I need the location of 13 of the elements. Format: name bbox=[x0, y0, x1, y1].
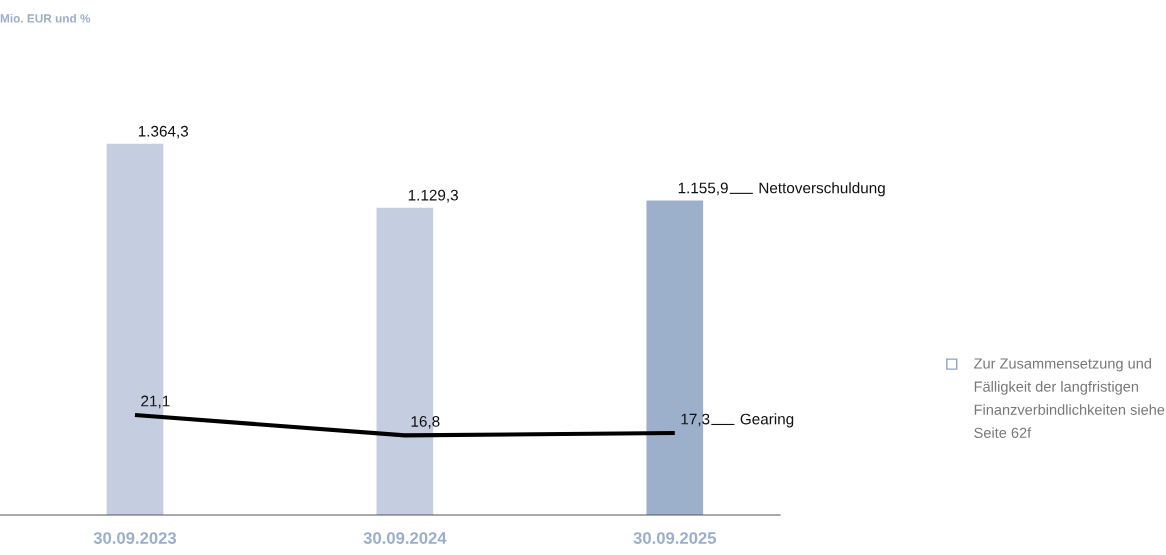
x-tick-label: 30.09.2024 bbox=[363, 532, 447, 544]
data-label: 17,3 bbox=[681, 413, 710, 427]
data-label: 21,1 bbox=[141, 395, 170, 409]
data-label: 1.129,3 bbox=[408, 189, 458, 203]
x-tick-label: 30.09.2023 bbox=[93, 532, 177, 544]
text: Gearing bbox=[740, 413, 794, 428]
text: Zur Zusammensetzung und Fälligkeit der langfristigen Finanzverbindlichkeiten siehe Seite 62f bbox=[974, 357, 1165, 438]
text: Nettoverschuldung bbox=[759, 182, 885, 197]
x-tick-label: 30.09.2025 bbox=[633, 532, 717, 544]
data-label: 16,8 bbox=[411, 416, 440, 429]
data-label: 1.155,9 bbox=[678, 182, 728, 196]
data-label: 1.364,3 bbox=[138, 125, 189, 139]
chart-title: Mio. EUR und % bbox=[0, 13, 91, 23]
